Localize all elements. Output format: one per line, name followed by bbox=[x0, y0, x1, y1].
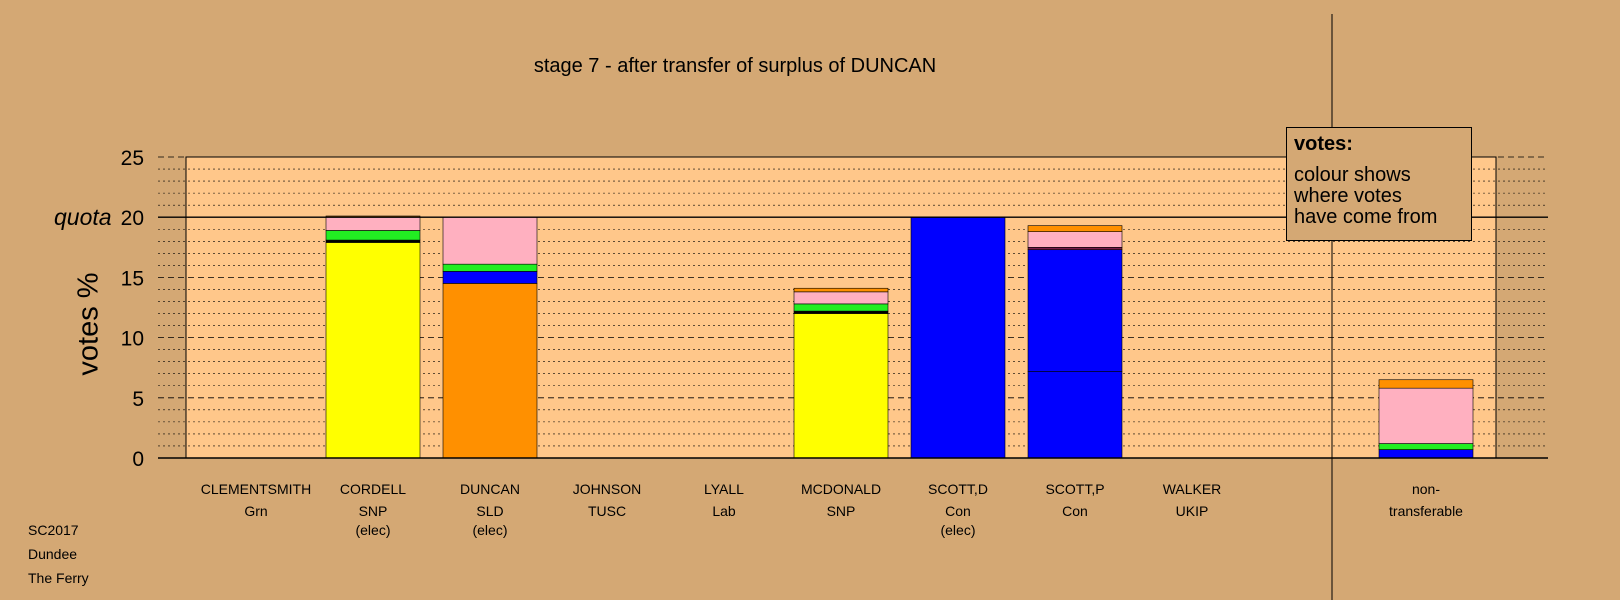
bar-non-transferable-segment-1 bbox=[1378, 443, 1474, 450]
y-tick-label: 25 bbox=[121, 147, 144, 170]
category-name-label: JOHNSON bbox=[573, 481, 641, 497]
bar-duncan-segment-0 bbox=[442, 283, 538, 459]
y-tick-label: 0 bbox=[132, 448, 144, 471]
category-name-label: DUNCAN bbox=[460, 481, 520, 497]
y-tick-label: 15 bbox=[121, 267, 144, 290]
category-name-label: CLEMENTSMITH bbox=[201, 481, 311, 497]
legend-line-1: colour shows bbox=[1294, 164, 1411, 186]
category-note-label: (elec) bbox=[355, 522, 390, 538]
category-party-label: SNP bbox=[827, 503, 856, 519]
footer-ward: The Ferry bbox=[28, 570, 89, 586]
bar-scott-p-segment-3 bbox=[1027, 231, 1123, 248]
category-party-label: Lab bbox=[712, 503, 736, 519]
legend-heading: votes: bbox=[1294, 133, 1353, 155]
category-name-label: WALKER bbox=[1163, 481, 1222, 497]
chart-title: stage 7 - after transfer of surplus of D… bbox=[534, 55, 936, 77]
category-party-label: TUSC bbox=[588, 503, 626, 519]
bar-cordell-segment-1 bbox=[325, 239, 421, 243]
bar-mcdonald-segment-2 bbox=[793, 303, 889, 312]
category-party-label: Grn bbox=[244, 503, 267, 519]
bar-mcdonald-segment-0 bbox=[793, 313, 889, 459]
bar-scott-p-segment-0 bbox=[1027, 371, 1123, 459]
non-transferable-label-2: transferable bbox=[1389, 503, 1463, 519]
footer-info: SC2017 Dundee The Ferry bbox=[28, 518, 89, 590]
category-name-label: SCOTT,D bbox=[928, 481, 988, 497]
bar-mcdonald-segment-1 bbox=[793, 310, 889, 314]
bar-cordell-segment-2 bbox=[325, 230, 421, 241]
bar-non-transferable-segment-3 bbox=[1378, 379, 1474, 389]
footer-council: Dundee bbox=[28, 546, 78, 562]
legend-line-2: where votes bbox=[1294, 185, 1402, 207]
y-tick-label: 10 bbox=[121, 328, 144, 351]
bar-mcdonald-segment-4 bbox=[793, 287, 889, 293]
legend-box: votes: colour shows where votes have com… bbox=[1286, 127, 1472, 241]
bar-duncan-segment-1 bbox=[442, 271, 538, 284]
quota-label: quota bbox=[54, 204, 112, 230]
category-name-label: LYALL bbox=[704, 481, 744, 497]
bar-duncan-segment-3 bbox=[442, 216, 538, 265]
category-name-label: MCDONALD bbox=[801, 481, 881, 497]
legend-line-3: have come from bbox=[1294, 206, 1438, 228]
bar-non-transferable-segment-2 bbox=[1378, 387, 1474, 444]
category-note-label: (elec) bbox=[472, 522, 507, 538]
category-name-label: SCOTT,P bbox=[1045, 481, 1104, 497]
category-name-label: CORDELL bbox=[340, 481, 406, 497]
bar-cordell-segment-3 bbox=[325, 216, 421, 231]
bar-scott-p-segment-1 bbox=[1027, 249, 1123, 372]
bar-scott-d-segment-0 bbox=[910, 216, 1006, 459]
y-tick-label: 20 bbox=[121, 207, 144, 230]
y-axis-label: votes % bbox=[73, 272, 105, 375]
category-party-label: UKIP bbox=[1176, 503, 1209, 519]
bar-scott-p-segment-4 bbox=[1027, 225, 1123, 232]
bar-scott-p-segment-2 bbox=[1027, 247, 1123, 251]
bar-duncan-segment-2 bbox=[442, 263, 538, 272]
bar-cordell-segment-0 bbox=[325, 242, 421, 459]
bar-non-transferable-segment-0 bbox=[1378, 449, 1474, 459]
bar-mcdonald-segment-3 bbox=[793, 291, 889, 305]
y-tick-label: 5 bbox=[132, 388, 144, 411]
non-transferable-label-1: non- bbox=[1412, 481, 1440, 497]
category-party-label: Con bbox=[1062, 503, 1088, 519]
footer-election: SC2017 bbox=[28, 522, 79, 538]
category-party-label: SNP bbox=[359, 503, 388, 519]
category-party-label: Con bbox=[945, 503, 971, 519]
category-note-label: (elec) bbox=[940, 522, 975, 538]
category-party-label: SLD bbox=[476, 503, 503, 519]
